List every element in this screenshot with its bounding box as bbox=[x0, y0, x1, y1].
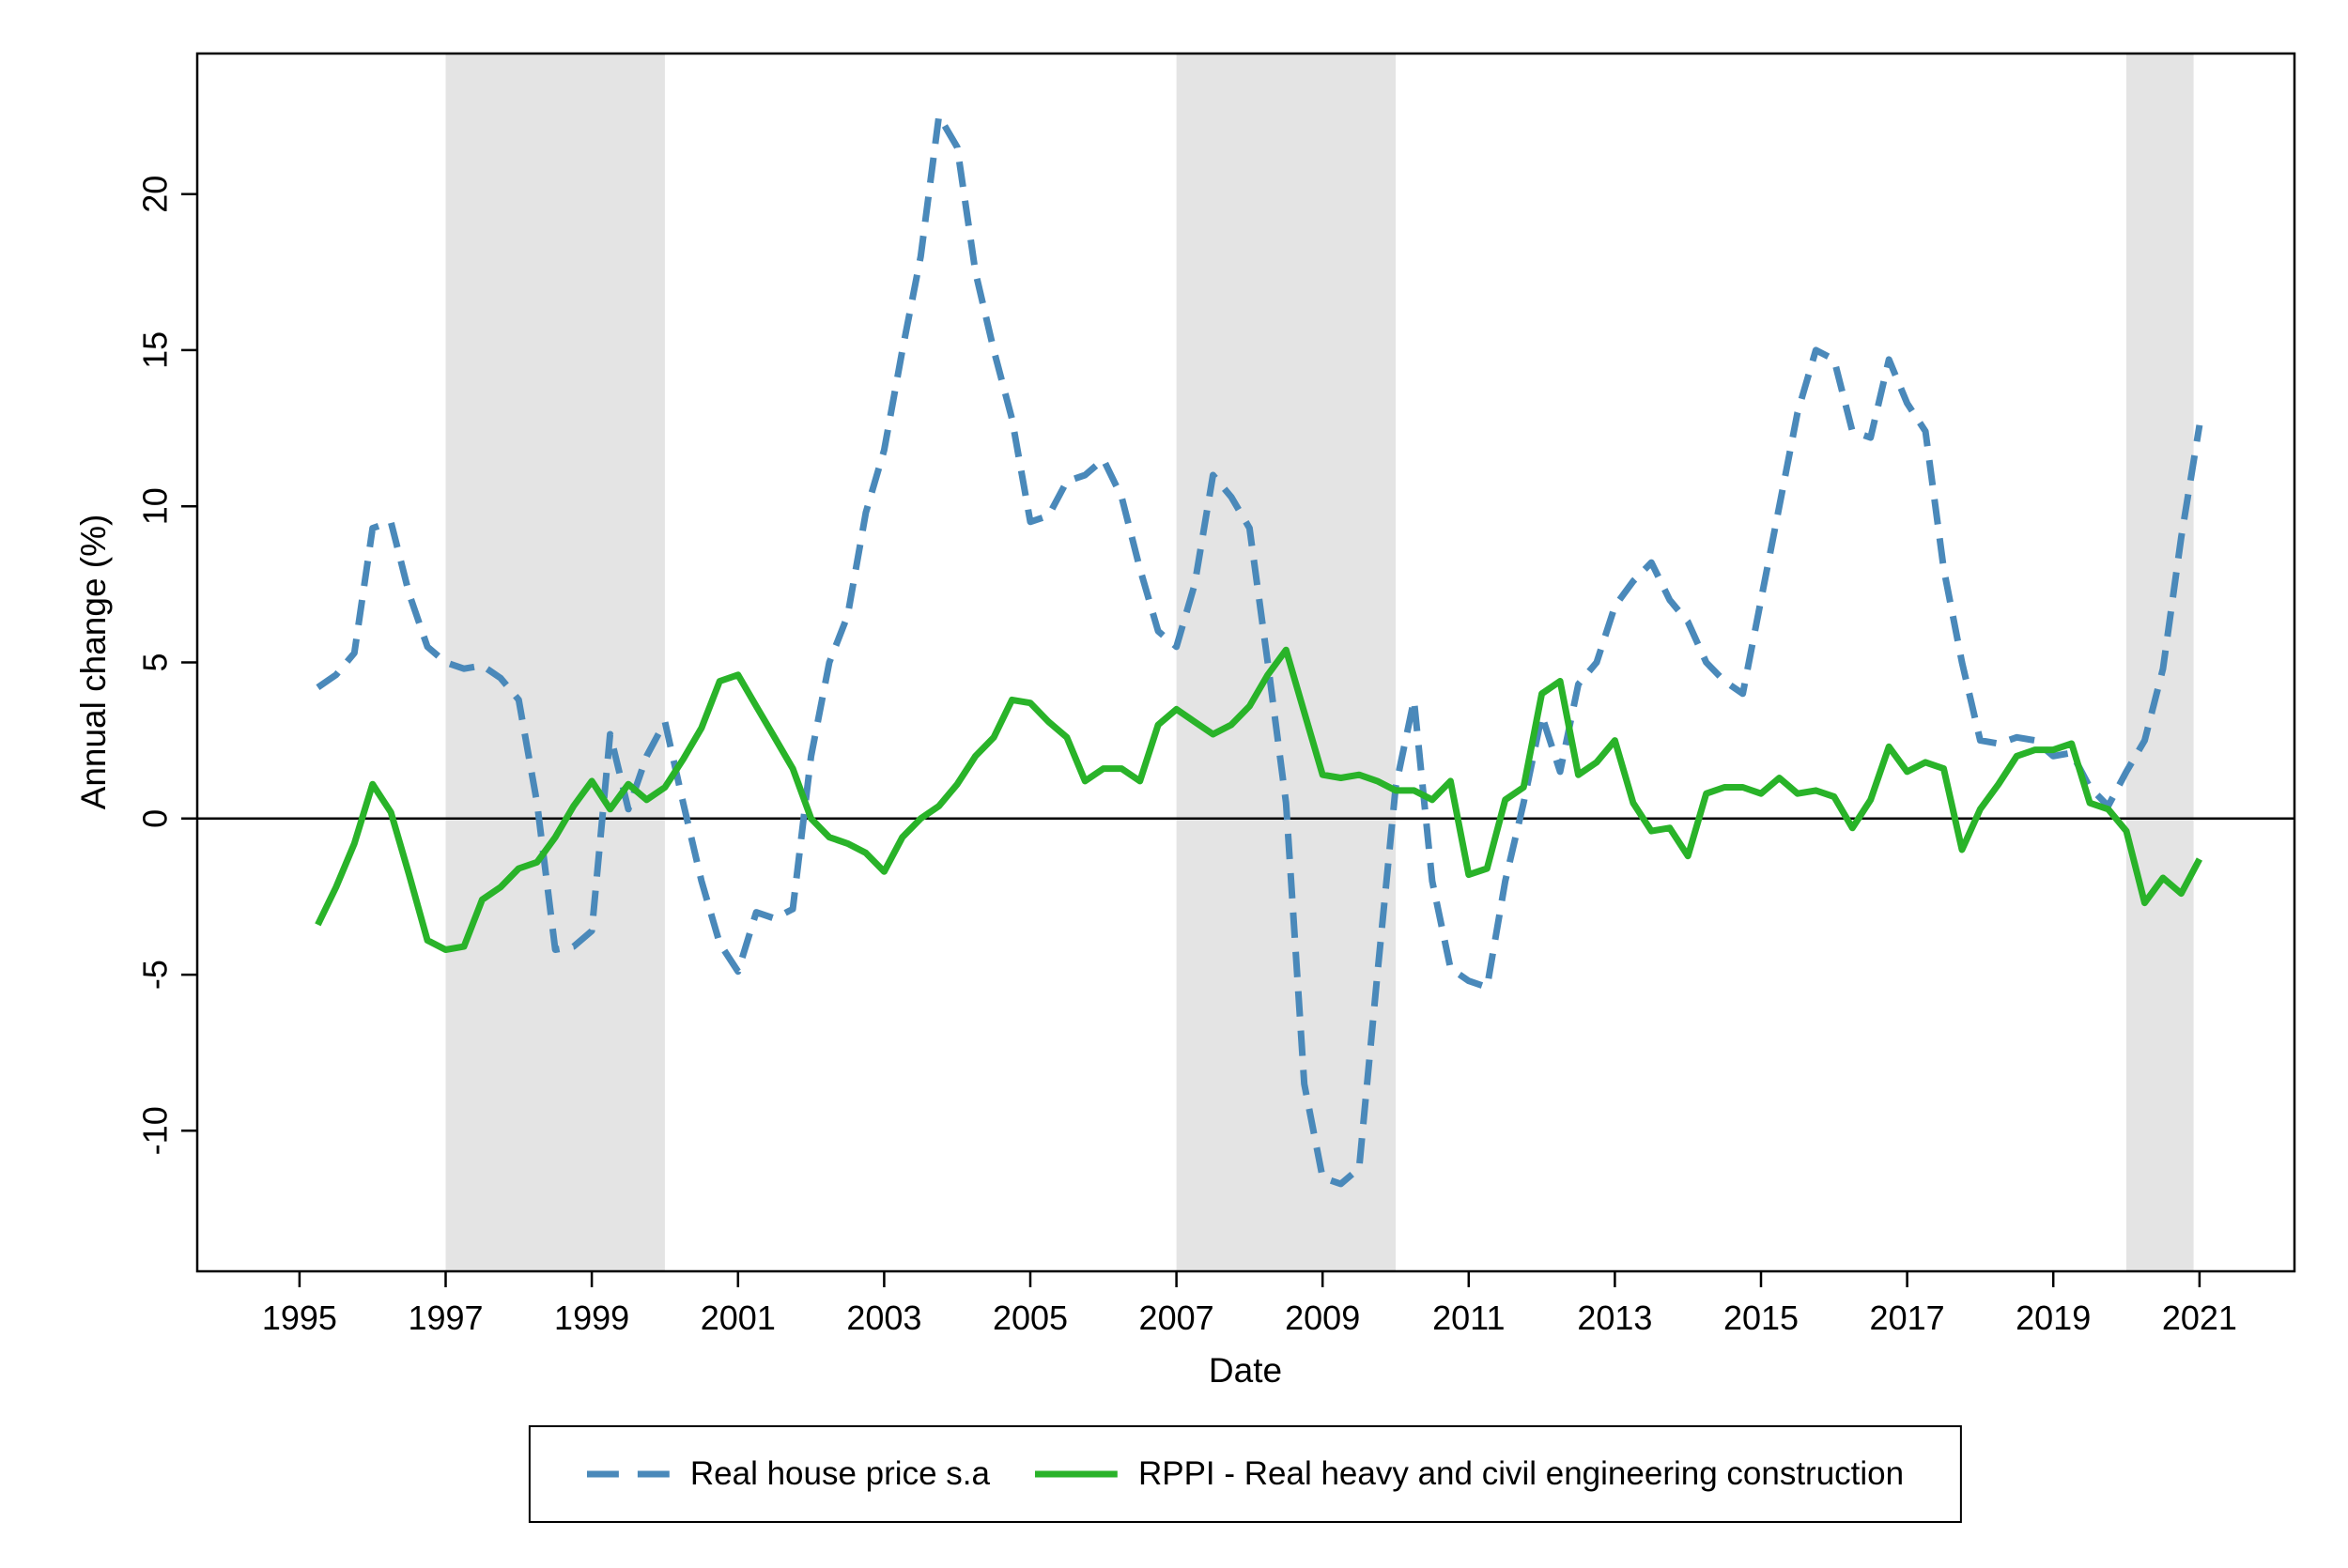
x-tick-label: 2009 bbox=[1285, 1299, 1360, 1337]
x-tick-label: 1999 bbox=[554, 1299, 629, 1337]
solid-line-sample bbox=[1034, 1470, 1118, 1478]
y-tick-label: -5 bbox=[136, 960, 175, 990]
x-tick-label: 2013 bbox=[1577, 1299, 1652, 1337]
recession-band bbox=[445, 54, 665, 1271]
y-tick-label: 20 bbox=[136, 176, 175, 213]
legend-item-rppi: RPPI - Real heavy and civil engineering … bbox=[1034, 1455, 1905, 1493]
x-tick-label: 2001 bbox=[701, 1299, 776, 1337]
y-axis-title: Annual change (%) bbox=[74, 514, 113, 810]
y-tick-label: 15 bbox=[136, 331, 175, 369]
x-tick-label: 2015 bbox=[1723, 1299, 1799, 1337]
x-tick-label: 2005 bbox=[993, 1299, 1068, 1337]
x-tick-label: 1995 bbox=[262, 1299, 337, 1337]
legend: Real house price s.a RPPI - Real heavy a… bbox=[528, 1425, 1963, 1523]
y-tick-label: 5 bbox=[136, 653, 175, 671]
x-tick-label: 2019 bbox=[2016, 1299, 2091, 1337]
legend-item-house-price: Real house price s.a bbox=[586, 1455, 990, 1493]
y-tick-label: 10 bbox=[136, 487, 175, 525]
x-axis-title: Date bbox=[1208, 1351, 1283, 1390]
x-tick-label: 2021 bbox=[2162, 1299, 2237, 1337]
x-tick-label: 1997 bbox=[408, 1299, 483, 1337]
recession-band bbox=[2126, 54, 2194, 1271]
x-tick-label: 2017 bbox=[1870, 1299, 1945, 1337]
recession-band bbox=[1176, 54, 1396, 1271]
x-tick-label: 2011 bbox=[1432, 1299, 1505, 1337]
x-tick-label: 2007 bbox=[1139, 1299, 1214, 1337]
x-tick-label: 2003 bbox=[846, 1299, 921, 1337]
legend-label-rppi: RPPI - Real heavy and civil engineering … bbox=[1137, 1455, 1905, 1492]
legend-label-house-price: Real house price s.a bbox=[689, 1455, 990, 1492]
series-line-1 bbox=[315, 646, 2202, 953]
dashed-line-sample bbox=[586, 1470, 670, 1478]
y-tick-label: 0 bbox=[136, 809, 175, 828]
y-tick-label: -10 bbox=[136, 1106, 175, 1155]
